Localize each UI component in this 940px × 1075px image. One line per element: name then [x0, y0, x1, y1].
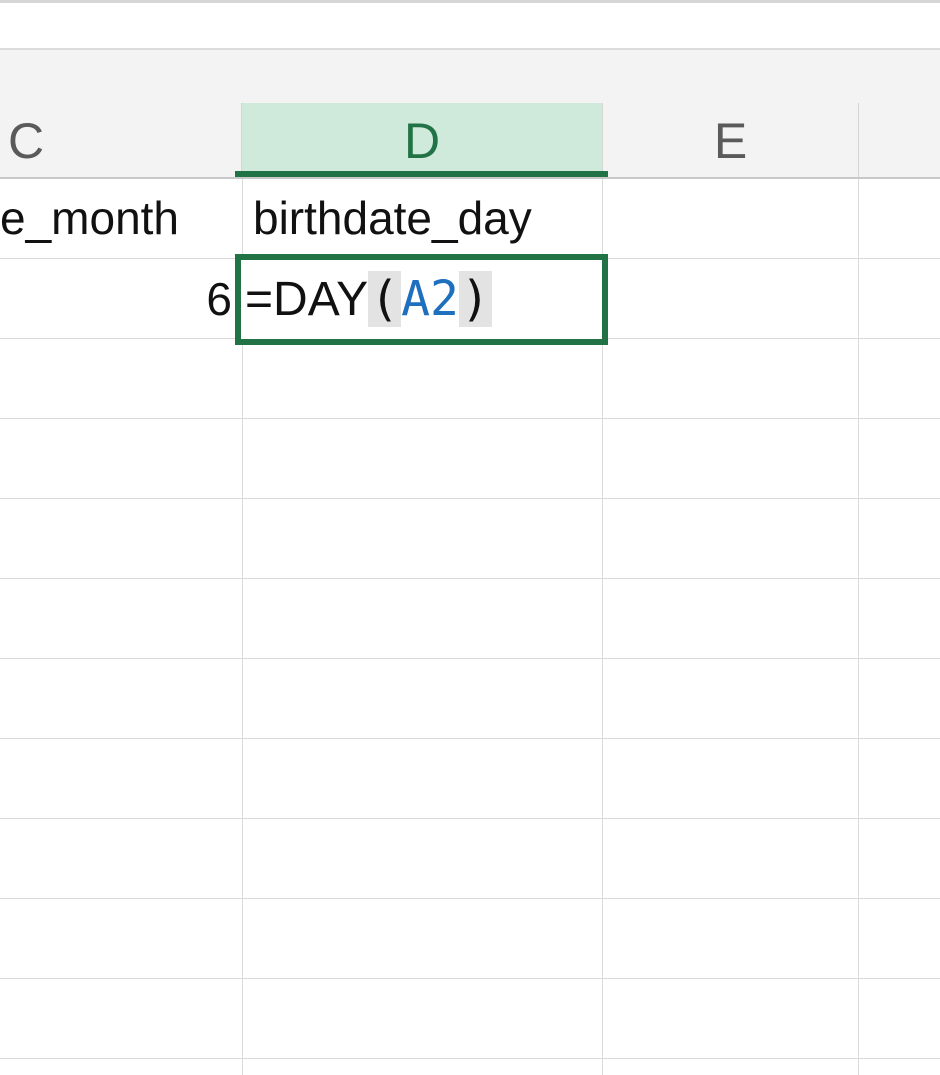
gridline-horizontal — [0, 578, 940, 579]
column-header-d[interactable]: D — [242, 103, 603, 178]
gridline-horizontal — [0, 658, 940, 659]
cell-c1[interactable]: e_month — [0, 192, 180, 244]
gridline-horizontal — [0, 1058, 940, 1059]
gridline-horizontal — [0, 498, 940, 499]
formula-cell-reference: A2 — [401, 271, 459, 327]
gridline-horizontal — [0, 898, 940, 899]
formula-equals: = — [245, 272, 274, 326]
column-header-f[interactable] — [859, 103, 940, 178]
gridline-horizontal — [0, 818, 940, 819]
formula-close-paren: ) — [458, 271, 492, 327]
formula-bar-area — [0, 0, 940, 50]
formula-function-name: DAY — [273, 272, 369, 326]
column-header-d-label: D — [403, 112, 441, 169]
gridline-horizontal — [0, 738, 940, 739]
header-divider — [0, 177, 940, 179]
column-header-e[interactable]: E — [603, 103, 859, 178]
gridline-vertical — [602, 179, 603, 1075]
selected-column-indicator — [235, 171, 608, 177]
active-cell-d2[interactable] — [235, 254, 608, 345]
gridline-vertical — [242, 179, 243, 1075]
formula-open-paren: ( — [368, 271, 402, 327]
gridline-horizontal — [0, 418, 940, 419]
column-header-c-label: C — [8, 112, 45, 169]
column-header-e-label: E — [713, 112, 748, 169]
cell-c2[interactable]: 6 — [206, 273, 232, 325]
column-header-c[interactable]: C — [0, 103, 242, 178]
cell-d1[interactable]: birthdate_day — [253, 192, 532, 244]
cell-d2-formula-editor[interactable]: = DAY ( A2 ) — [245, 266, 492, 332]
gridline-horizontal — [0, 978, 940, 979]
gridline-vertical — [858, 179, 859, 1075]
